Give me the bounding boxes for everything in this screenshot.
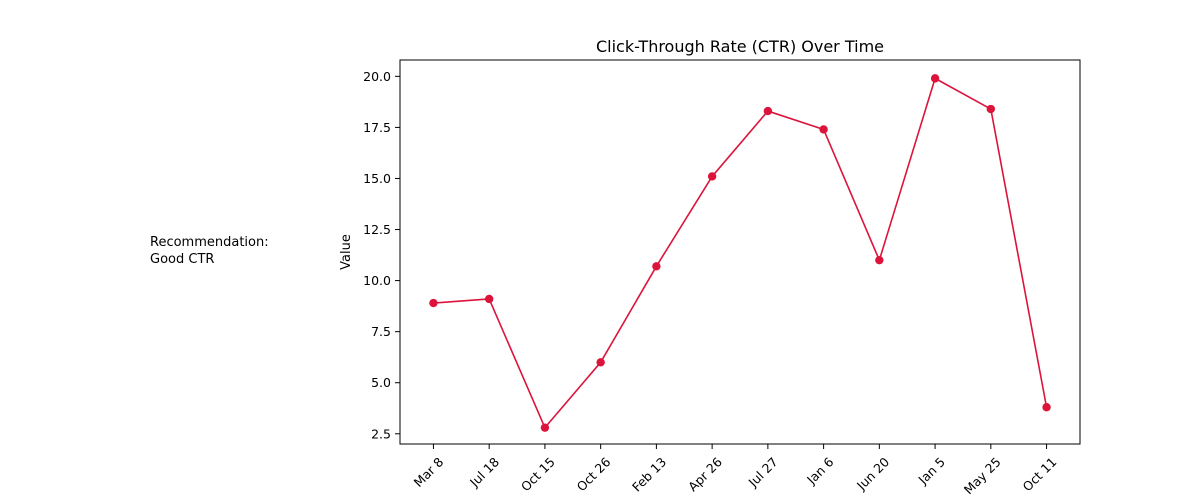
- data-point: [540, 423, 550, 432]
- data-point: [707, 172, 717, 181]
- x-tick-label: Oct 15: [518, 454, 558, 494]
- x-tick-label: Oct 26: [574, 454, 614, 494]
- x-tick-label: Apr 26: [685, 454, 725, 494]
- data-point: [930, 74, 940, 83]
- x-tick-label: Mar 8: [411, 454, 447, 490]
- x-tick-label: Feb 13: [629, 454, 669, 494]
- data-point: [763, 106, 773, 116]
- data-point: [819, 125, 828, 134]
- y-tick-label: 5.0: [371, 375, 391, 390]
- y-axis: 2.5 5.0 7.5 10.0 12.5 15.0 17.5 20.0: [363, 69, 400, 441]
- y-tick-label: 20.0: [363, 69, 391, 84]
- chart-title: Click-Through Rate (CTR) Over Time: [596, 37, 884, 56]
- x-tick-label: Oct 11: [1020, 454, 1060, 494]
- y-axis-label: Value: [339, 234, 354, 270]
- series-line: [433, 77, 1048, 429]
- x-tick-label: Jan 5: [915, 454, 948, 487]
- data-point: [1042, 403, 1051, 412]
- data-point: [596, 358, 605, 367]
- recommendation-annotation: Recommendation: Good CTR: [150, 235, 269, 267]
- x-tick-label: Jul 27: [745, 454, 781, 490]
- y-tick-label: 15.0: [363, 171, 391, 186]
- data-point: [986, 104, 996, 114]
- data-point: [652, 262, 661, 271]
- data-point: [484, 294, 494, 304]
- x-tick-label: May 25: [961, 454, 1004, 497]
- x-axis: Mar 8 Jul 18 Oct 15 Oct 26 Feb 13 Apr 26 Jul 2…: [411, 444, 1060, 497]
- series-ctr: [429, 74, 1051, 432]
- y-tick-label: 17.5: [363, 120, 391, 135]
- data-point: [429, 298, 438, 308]
- y-tick-label: 7.5: [371, 324, 391, 339]
- plot-frame: [399, 59, 1081, 445]
- x-tick-label: Jul 18: [466, 454, 502, 490]
- x-tick-label: Jun 20: [853, 454, 892, 493]
- data-point: [875, 255, 884, 265]
- y-tick-label: 12.5: [363, 222, 391, 237]
- y-tick-label: 10.0: [363, 273, 391, 288]
- x-tick-label: Jan 6: [803, 454, 836, 487]
- y-tick-label: 2.5: [371, 426, 391, 441]
